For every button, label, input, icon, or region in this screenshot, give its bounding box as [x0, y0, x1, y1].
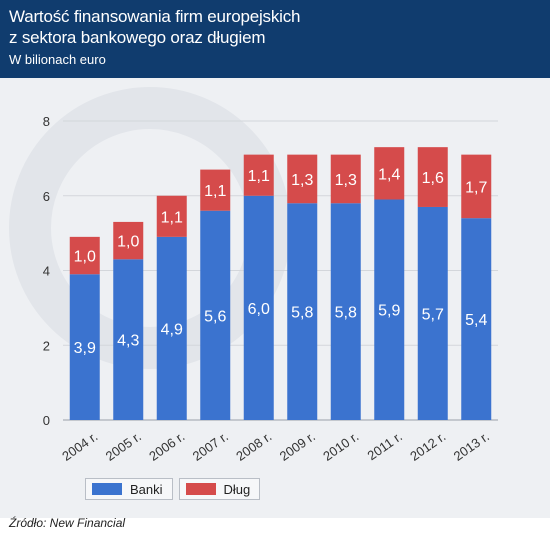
- chart-header: Wartość finansowania firm europejskich z…: [0, 0, 550, 78]
- bar-dlug: [243, 154, 274, 196]
- bar-banki: [200, 210, 231, 420]
- bar-banki: [243, 195, 274, 420]
- chart-title: Wartość finansowania firm europejskich z…: [9, 6, 300, 48]
- bar-dlug: [69, 236, 100, 275]
- y-tick-label: 8: [43, 114, 50, 129]
- data-label-dlug: 1,3: [335, 172, 357, 189]
- data-label-banki: 5,6: [204, 308, 226, 325]
- bar-dlug: [374, 147, 405, 200]
- bar-dlug: [113, 221, 144, 260]
- legend-label-banki: Banki: [130, 481, 163, 497]
- bar-dlug: [417, 147, 448, 207]
- data-label-banki: 5,8: [335, 305, 357, 322]
- data-label-dlug: 1,1: [204, 183, 226, 200]
- data-label-banki: 5,9: [378, 303, 400, 320]
- y-tick-label: 4: [43, 264, 50, 279]
- bar-dlug: [461, 154, 492, 219]
- legend-swatch-dlug: [185, 483, 216, 495]
- x-tick-label: 2011 r.: [365, 429, 405, 464]
- bar-banki: [69, 274, 100, 420]
- bar-dlug: [200, 169, 231, 211]
- x-tick-label: 2013 r.: [451, 429, 492, 464]
- x-tick-label: 2009 r.: [277, 429, 318, 464]
- data-label-dlug: 1,1: [161, 209, 183, 226]
- chart-subtitle: W bilionach euro: [9, 52, 106, 67]
- data-label-dlug: 1,3: [291, 172, 313, 189]
- legend-item-banki: Banki: [85, 478, 173, 500]
- bar-banki: [374, 199, 405, 420]
- data-label-banki: 5,7: [422, 306, 444, 323]
- bar-banki: [461, 218, 492, 420]
- x-tick-label: 2006 r.: [146, 429, 187, 464]
- x-tick-label: 2007 r.: [190, 429, 231, 464]
- bar-banki: [417, 206, 448, 420]
- chart-area: 3,9 1,0 4,3 1,0 4,9 1,1 5,6 1,1 6,0 1,1 5,8 1,3 5,8 1…: [0, 78, 550, 518]
- data-label-banki: 5,8: [291, 305, 313, 322]
- legend-item-dlug: Dług: [178, 478, 261, 500]
- legend-label-dlug: Dług: [223, 481, 251, 497]
- data-label-banki: 3,9: [74, 340, 96, 357]
- data-label-dlug: 1,0: [74, 249, 96, 266]
- data-label-dlug: 1,0: [117, 234, 139, 251]
- background-ring-decoration: [9, 87, 291, 369]
- x-tick-label: 2008 r.: [233, 429, 274, 464]
- source-note: Źródło: New Financial: [9, 516, 126, 530]
- y-tick-label: 2: [43, 338, 50, 353]
- legend: Banki Dług: [85, 478, 261, 500]
- x-tick-label: 2012 r.: [407, 429, 448, 464]
- y-tick-label: 6: [43, 189, 50, 204]
- data-label-banki: 6,0: [248, 301, 270, 318]
- bar-dlug: [287, 154, 318, 204]
- data-label-dlug: 1,6: [422, 170, 444, 187]
- bars-layer: [69, 147, 492, 420]
- x-tick-label: 2005 r.: [103, 429, 144, 464]
- bar-banki: [113, 259, 144, 420]
- labels-layer: 3,9 1,0 4,3 1,0 4,9 1,1 5,6 1,1 6,0 1,1 5,8 1,3 5,8 1…: [74, 166, 488, 357]
- y-tick-label: 0: [43, 413, 50, 428]
- bar-dlug: [330, 154, 361, 204]
- bar-banki: [156, 236, 187, 420]
- bar-banki: [287, 203, 318, 420]
- chart-title-line-1: Wartość finansowania firm europejskich: [9, 7, 301, 26]
- x-tick-label: 2010 r.: [320, 429, 361, 464]
- bar-chart: 3,9 1,0 4,3 1,0 4,9 1,1 5,6 1,1 6,0 1,1 5,8 1,3 5,8 1…: [9, 87, 498, 464]
- data-label-dlug: 1,7: [465, 179, 487, 196]
- bar-banki: [330, 203, 361, 420]
- data-label-dlug: 1,4: [378, 166, 400, 183]
- chart-title-line-2: z sektora bankowego oraz długiem: [9, 28, 266, 47]
- data-label-banki: 5,4: [465, 312, 487, 329]
- bar-dlug: [156, 195, 187, 237]
- data-label-dlug: 1,1: [248, 168, 270, 185]
- x-tick-label: 2004 r.: [59, 429, 100, 464]
- legend-swatch-banki: [92, 483, 122, 495]
- data-label-banki: 4,9: [161, 321, 183, 338]
- data-label-banki: 4,3: [117, 333, 139, 350]
